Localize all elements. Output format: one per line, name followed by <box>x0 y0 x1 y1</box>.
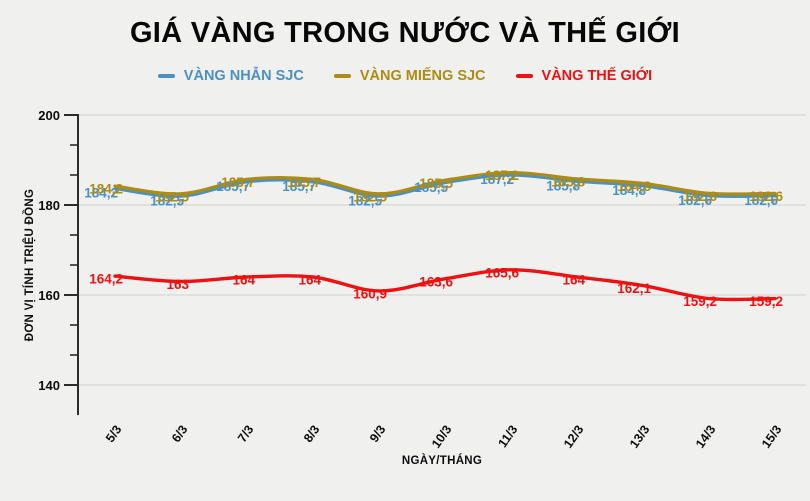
y-tick-label: 140 <box>38 378 60 393</box>
data-label: 162,1 <box>617 281 651 296</box>
x-tick-label: 5/3 <box>103 423 124 445</box>
legend-label-vang-mieng-sjc: VÀNG MIẾNG SJC <box>359 68 486 84</box>
y-axis-title: ĐƠN VỊ TÍNH TRIỆU ĐỒNG <box>23 189 36 342</box>
data-label: 159,2 <box>683 294 717 309</box>
data-label: 185,7 <box>221 175 255 190</box>
x-tick-label: 15/3 <box>759 423 784 451</box>
legend-dash-icon <box>157 74 175 78</box>
x-axis-labels: 5/3 6/3 7/3 8/3 9/3 10/3 11/3 12/3 13/3 14/3 15/3 <box>103 423 784 451</box>
data-label: 184,8 <box>612 183 646 198</box>
legend-dash-icon <box>333 74 351 78</box>
x-tick-label: 6/3 <box>169 423 190 445</box>
x-tick-label: 12/3 <box>561 423 586 451</box>
data-label: 182,5 <box>150 193 184 208</box>
legend-item-vang-mieng-sjc: VÀNG MIẾNG SJC <box>333 68 486 84</box>
legend-item-vang-nhan-sjc: VÀNG NHẪN SJC <box>157 68 304 84</box>
data-label: 187,2 <box>485 168 519 183</box>
data-label: 163,6 <box>419 274 453 289</box>
data-label: 182,6 <box>749 189 783 204</box>
data-label: 185,8 <box>551 174 585 189</box>
data-label: 182,5 <box>348 193 382 208</box>
x-tick-label: 11/3 <box>495 423 520 450</box>
x-axis-title: NGÀY/THÁNG <box>402 454 482 467</box>
data-label: 185,7 <box>287 175 321 190</box>
data-label: 159,2 <box>749 294 783 309</box>
chart-legend: VÀNG NHẪN SJC VÀNG MIẾNG SJC VÀNG THẾ GI… <box>0 68 810 84</box>
data-label: 184,8 <box>617 179 651 194</box>
data-label: 185,5 <box>419 176 453 191</box>
legend-label-vang-the-gioi: VÀNG THẾ GIỚI <box>541 68 653 84</box>
data-label: 185,7 <box>216 179 250 194</box>
data-label: 164 <box>232 273 255 288</box>
y-tick-label: 160 <box>38 288 60 303</box>
legend-label-vang-nhan-sjc: VÀNG NHẪN SJC <box>183 68 304 84</box>
x-tick-label: 9/3 <box>367 423 388 445</box>
data-label: 182,5 <box>155 189 189 204</box>
data-label: 187,2 <box>480 172 514 187</box>
x-tick-label: 13/3 <box>627 423 652 451</box>
series-line-vang-the-gioi <box>113 268 777 302</box>
x-tick-label: 10/3 <box>429 423 454 451</box>
data-label: 164 <box>562 273 585 288</box>
data-label: 184,2 <box>84 186 118 201</box>
data-label: 184,2 <box>89 182 123 197</box>
y-axis: 200 180 160 140 <box>38 108 79 415</box>
data-label: 185,7 <box>282 179 316 194</box>
data-label: 185,5 <box>414 180 448 195</box>
series-line-vang-mieng-sjc <box>113 170 777 196</box>
x-tick-label: 8/3 <box>301 423 322 445</box>
data-label: 160,9 <box>353 286 387 301</box>
x-tick-label: 7/3 <box>235 423 256 445</box>
gridlines <box>78 114 806 386</box>
data-label: 165,6 <box>485 265 519 280</box>
data-label: 185,8 <box>546 178 580 193</box>
y-tick-label: 180 <box>38 198 60 213</box>
x-tick-label: 14/3 <box>693 423 718 451</box>
data-label: 164 <box>298 273 321 288</box>
data-label: 182,6 <box>678 193 712 208</box>
data-label: 182,6 <box>683 189 717 204</box>
series-labels-vang-the-gioi: 164,2 163 164 164 160,9 163,6 165,6 164 162,1 159… <box>89 265 783 309</box>
y-tick-label: 200 <box>38 108 60 123</box>
series-line-vang-nhan-sjc <box>113 173 777 199</box>
chart-title: GIÁ VÀNG TRONG NƯỚC VÀ THẾ GIỚI <box>129 17 681 49</box>
legend-item-vang-the-gioi: VÀNG THẾ GIỚI <box>515 68 653 84</box>
legend-dash-icon <box>515 74 533 78</box>
data-label: 182,6 <box>744 193 778 208</box>
data-label: 163 <box>166 277 189 292</box>
data-label: 182,5 <box>353 189 387 204</box>
data-label: 164,2 <box>89 272 123 287</box>
